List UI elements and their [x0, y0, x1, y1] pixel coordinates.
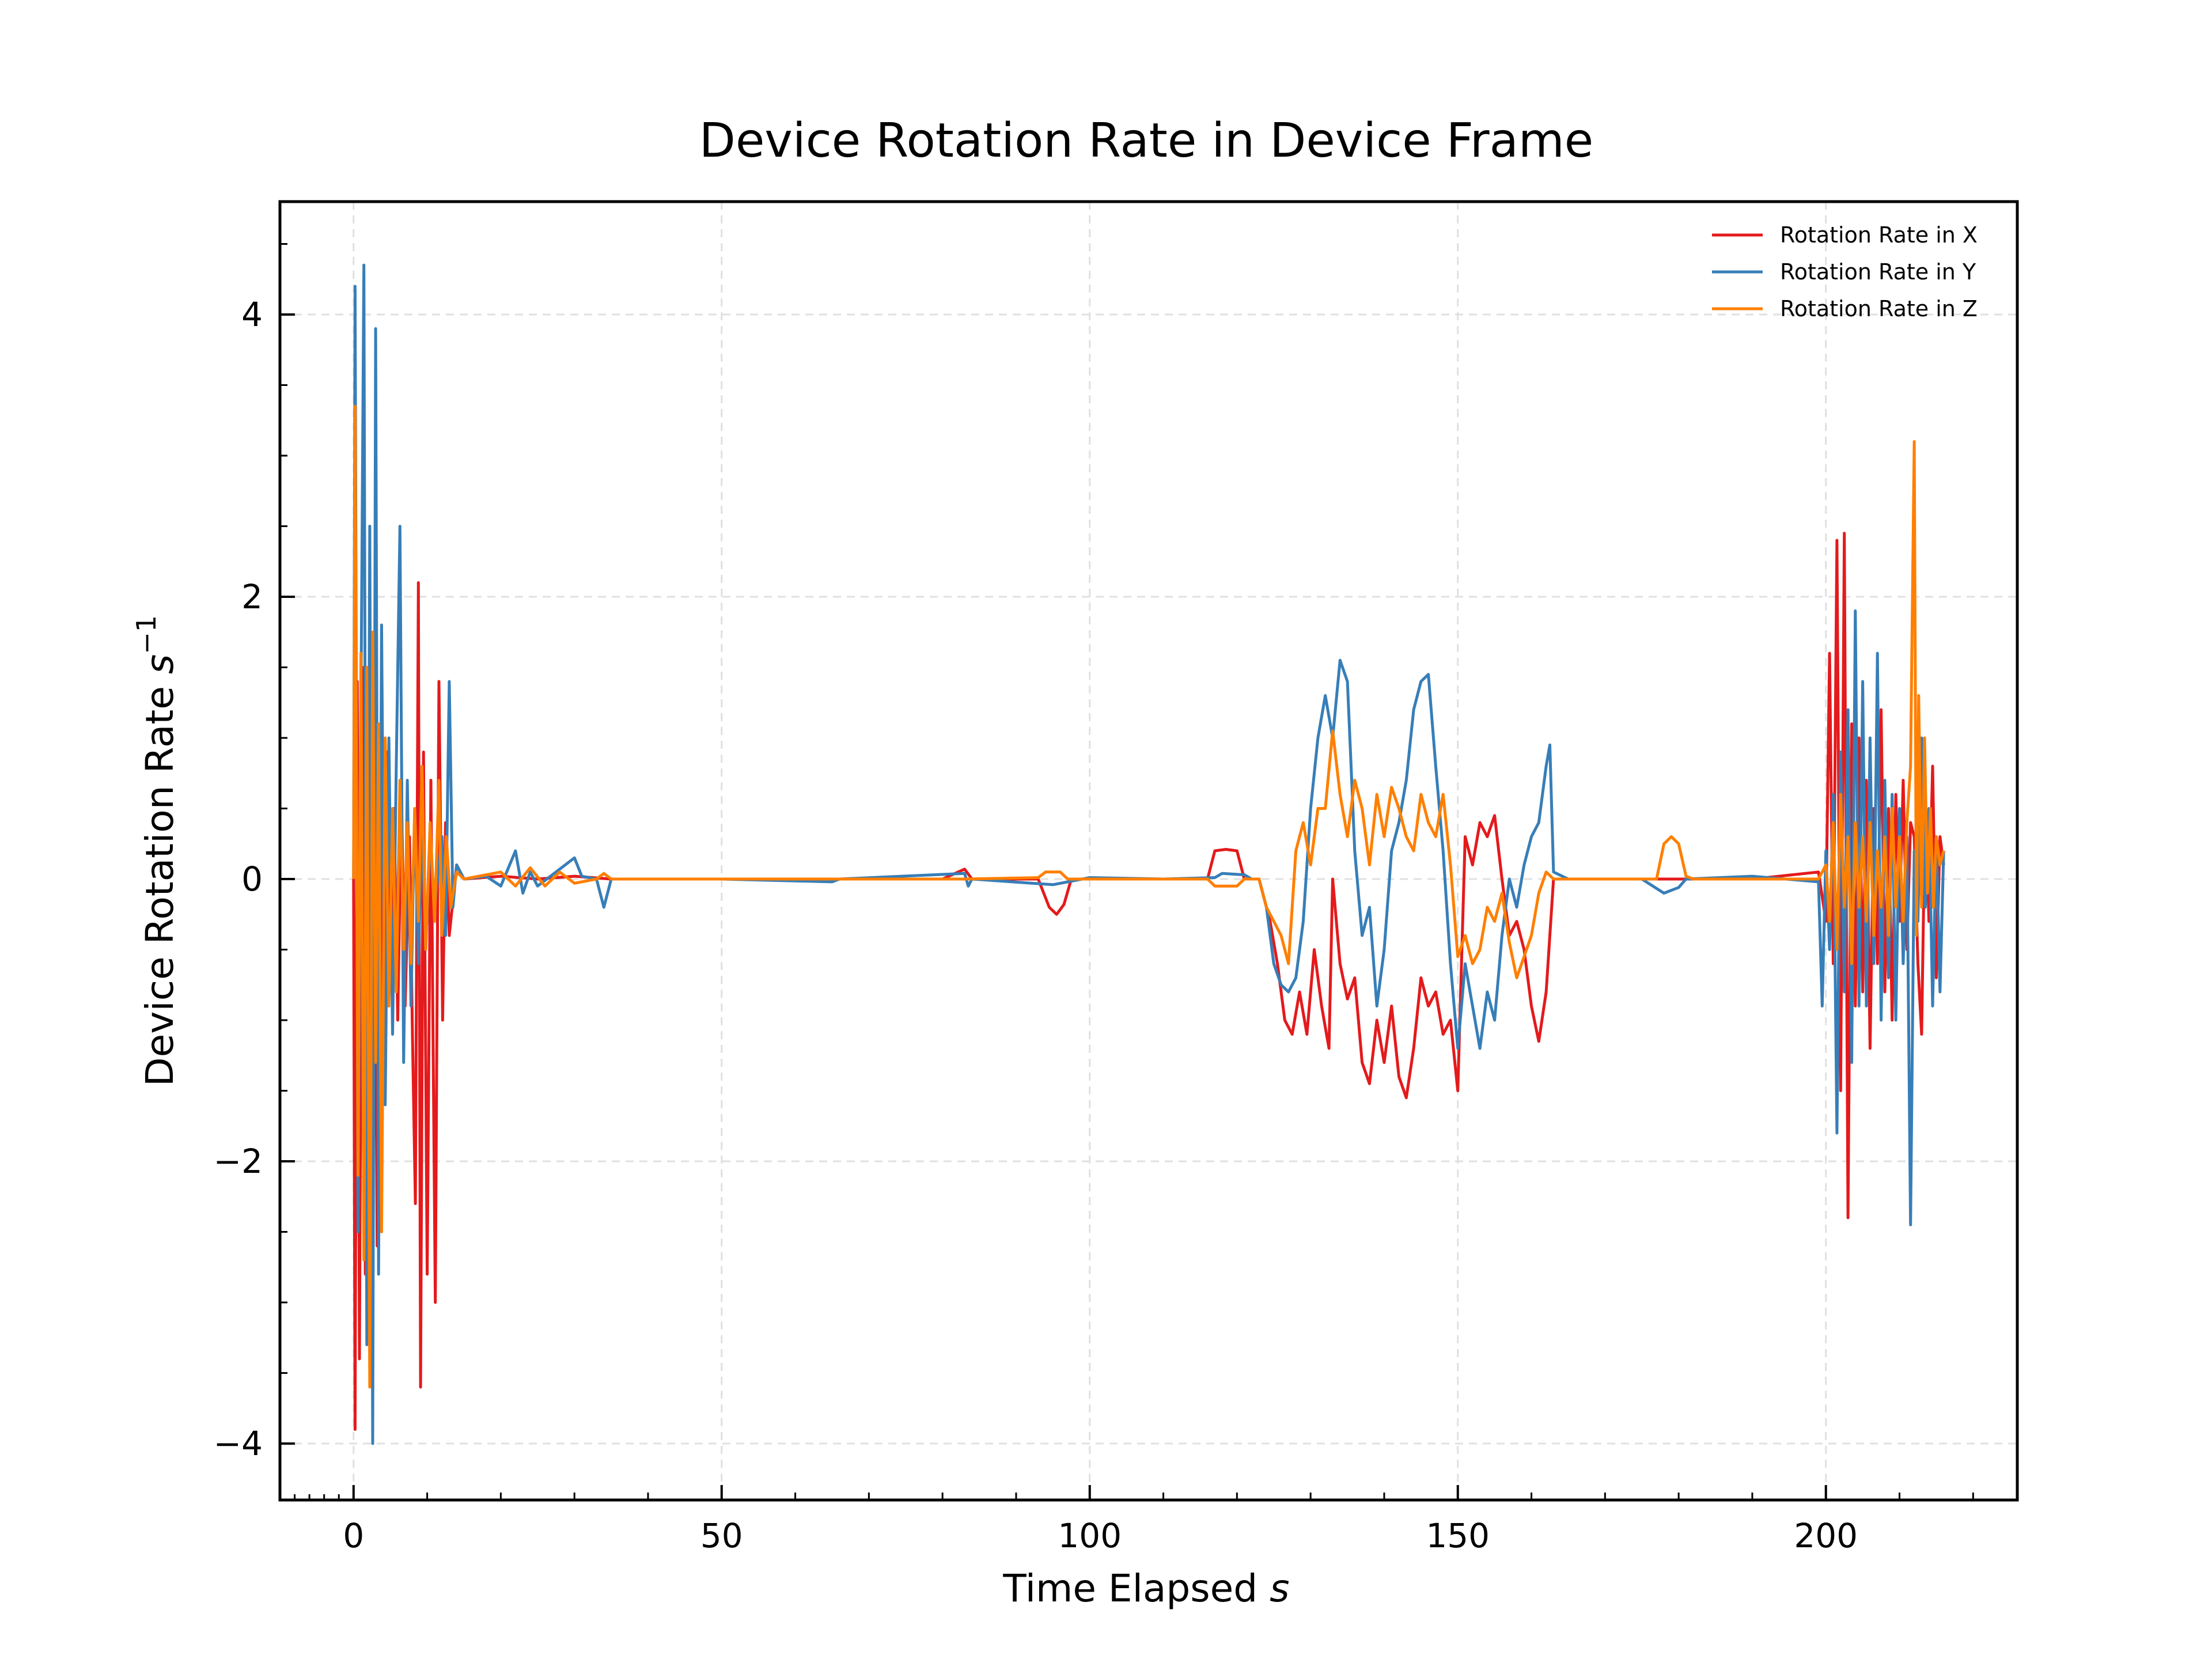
chart-title: Device Rotation Rate in Device Frame	[699, 113, 1593, 168]
x-axis-unit: s	[1270, 1566, 1289, 1611]
x-tick-label: 100	[1058, 1516, 1122, 1555]
x-axis-label: Time Elapsed s	[1002, 1566, 1289, 1611]
legend-label: Rotation Rate in Y	[1780, 259, 1976, 285]
x-tick-label: 50	[700, 1516, 743, 1555]
series-lines	[352, 263, 1945, 1445]
x-axis-label-text: Time Elapsed	[1002, 1566, 1257, 1611]
y-tick-label: 4	[241, 295, 263, 334]
gridlines	[280, 202, 2017, 1500]
series-line	[352, 263, 1945, 1445]
y-axis-label: Device Rotation Rate s−1	[131, 615, 182, 1086]
y-tick-label: 0	[241, 859, 263, 899]
series-line	[352, 404, 1945, 1389]
y-axis-ticks: −4 −2 0 2 4	[214, 243, 295, 1463]
x-tick-label: 200	[1794, 1516, 1858, 1555]
y-axis-unit-exponent: −1	[131, 615, 162, 654]
plot-frame	[278, 200, 2019, 1502]
y-tick-label: −4	[214, 1424, 263, 1463]
series-line	[352, 532, 1945, 1431]
x-tick-label: 0	[343, 1516, 364, 1555]
y-axis-label-text: Device Rotation Rate	[138, 686, 182, 1086]
legend: Rotation Rate in X Rotation Rate in Y Rota…	[1712, 222, 1978, 321]
y-tick-label: 2	[241, 577, 263, 616]
y-axis-unit: s	[138, 654, 182, 674]
legend-label: Rotation Rate in X	[1780, 222, 1978, 248]
x-tick-label: 150	[1426, 1516, 1490, 1555]
y-tick-label: −2	[214, 1142, 263, 1181]
x-axis-ticks: 0 50 100 150 200	[279, 1485, 1974, 1555]
legend-label: Rotation Rate in Z	[1780, 296, 1978, 321]
